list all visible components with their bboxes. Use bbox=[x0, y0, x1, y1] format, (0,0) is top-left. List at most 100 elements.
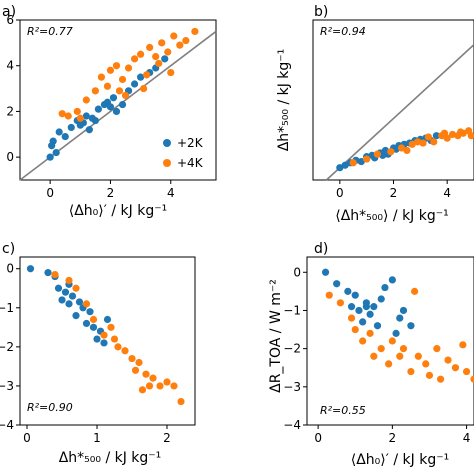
point-plus4k bbox=[76, 114, 84, 122]
point-plus2k bbox=[75, 298, 84, 306]
point-plus4k bbox=[106, 66, 115, 74]
point-plus2k bbox=[341, 161, 349, 169]
panel-b-xticks: 0 2 4 bbox=[336, 180, 451, 200]
panel-d-points bbox=[321, 268, 474, 383]
y-tick-label: 6 bbox=[6, 13, 14, 27]
point-plus2k bbox=[100, 339, 108, 347]
legend-label-plus4k: +4K bbox=[177, 156, 204, 170]
x-tick-label: 2 bbox=[389, 431, 397, 445]
x-tick-label: 2 bbox=[107, 186, 115, 200]
panel-a-xlabel: ⟨Δh₀⟩′ / kJ kg⁻¹ bbox=[69, 203, 167, 219]
x-tick-label: 1 bbox=[93, 431, 101, 445]
x-tick-label: 0 bbox=[46, 186, 54, 200]
point-plus4k bbox=[103, 82, 112, 90]
point-plus4k bbox=[121, 91, 130, 100]
point-plus4k bbox=[462, 367, 471, 376]
point-plus2k bbox=[370, 303, 378, 311]
point-plus4k bbox=[163, 378, 171, 386]
panel-a-label: a) bbox=[2, 4, 16, 20]
point-plus4k bbox=[414, 138, 422, 146]
point-plus4k bbox=[363, 155, 371, 163]
panel-b-label: b) bbox=[314, 4, 328, 20]
x-tick-label: 0 bbox=[336, 186, 344, 200]
point-plus4k bbox=[152, 52, 160, 61]
point-plus2k bbox=[347, 303, 356, 311]
point-plus4k bbox=[191, 27, 199, 36]
x-tick-label: 0 bbox=[314, 431, 322, 445]
y-tick-label: −1 bbox=[0, 301, 14, 315]
point-plus4k bbox=[444, 356, 452, 364]
point-plus4k bbox=[425, 371, 434, 379]
panel-c-points bbox=[26, 265, 185, 406]
y-tick-label: −4 bbox=[283, 418, 301, 432]
point-plus4k bbox=[370, 352, 378, 360]
point-plus4k bbox=[58, 110, 66, 118]
point-plus2k bbox=[321, 268, 330, 276]
point-plus4k bbox=[115, 87, 124, 95]
point-plus4k bbox=[167, 68, 175, 77]
point-plus4k bbox=[121, 347, 129, 355]
point-plus2k bbox=[106, 103, 115, 111]
panel-d-xticks: 0 2 4 bbox=[314, 425, 470, 445]
x-tick-label: 4 bbox=[443, 186, 451, 200]
panel-b-r2: R²=0.94 bbox=[320, 25, 366, 38]
point-plus4k bbox=[470, 375, 474, 383]
panel-c-xticks: 0 1 2 bbox=[23, 425, 171, 445]
panel-d-xlabel: ⟨Δh₀⟩′ / kJ kg⁻¹ bbox=[351, 452, 449, 468]
point-plus4k bbox=[387, 148, 395, 156]
x-tick-label: 4 bbox=[167, 186, 175, 200]
point-plus2k bbox=[357, 157, 365, 166]
panel-a-yticks: 0 2 4 6 bbox=[6, 13, 20, 164]
point-plus4k bbox=[100, 331, 108, 339]
point-plus4k bbox=[149, 374, 157, 382]
point-plus2k bbox=[55, 128, 63, 136]
point-plus4k bbox=[135, 358, 143, 367]
point-plus2k bbox=[82, 112, 90, 120]
x-tick-label: 2 bbox=[390, 186, 398, 200]
point-plus4k bbox=[82, 96, 90, 104]
point-plus4k bbox=[325, 291, 333, 299]
point-plus4k bbox=[359, 337, 367, 345]
point-plus4k bbox=[73, 107, 81, 116]
point-plus4k bbox=[408, 140, 416, 148]
point-plus4k bbox=[114, 343, 122, 351]
panel-c-xlabel: Δh*₅₀₀ / kJ kg⁻¹ bbox=[59, 450, 162, 466]
panel-c-frame bbox=[19, 256, 196, 426]
point-plus2k bbox=[392, 329, 400, 337]
panel-b-xlabel: ⟨Δh*₅₀₀⟩ / kJ kg⁻¹ bbox=[335, 208, 449, 224]
point-plus4k bbox=[158, 39, 166, 47]
point-plus2k bbox=[377, 295, 385, 303]
point-plus2k bbox=[130, 80, 139, 88]
point-plus2k bbox=[396, 314, 404, 322]
panel-b: b) R²=0.94 0 2 4 Δh*₅₀₀ / kJ kg⁻¹ ⟨Δh*₅₀₀⟩… bbox=[276, 4, 474, 224]
point-plus2k bbox=[68, 292, 77, 300]
point-plus4k bbox=[142, 370, 150, 378]
point-plus4k bbox=[89, 315, 98, 324]
point-plus2k bbox=[407, 322, 415, 330]
point-plus2k bbox=[388, 276, 396, 284]
point-plus4k bbox=[128, 354, 136, 363]
point-plus2k bbox=[366, 310, 374, 318]
point-plus4k bbox=[177, 397, 185, 406]
point-plus4k bbox=[396, 352, 404, 360]
point-plus4k bbox=[459, 341, 467, 349]
y-tick-label: 0 bbox=[6, 262, 14, 276]
point-plus2k bbox=[103, 315, 112, 324]
point-plus4k bbox=[97, 73, 106, 81]
point-plus2k bbox=[351, 291, 359, 299]
point-plus4k bbox=[131, 366, 140, 374]
point-plus4k bbox=[140, 84, 148, 93]
panel-b-points bbox=[336, 127, 474, 172]
point-plus4k bbox=[146, 43, 154, 52]
point-plus2k bbox=[355, 306, 363, 315]
point-plus4k bbox=[349, 159, 357, 167]
point-plus4k bbox=[156, 382, 164, 390]
point-plus4k bbox=[72, 284, 80, 292]
point-plus2k bbox=[67, 123, 75, 132]
point-plus2k bbox=[88, 114, 96, 122]
panel-a: a) R²=0.77 0 2 4 0 2 4 6 ⟨Δh₀⟩′ / kJ kg⁻¹ +2K… bbox=[2, 4, 217, 219]
point-plus4k bbox=[448, 130, 457, 139]
panel-a-legend: +2K +4K bbox=[163, 136, 204, 170]
x-tick-label: 4 bbox=[463, 431, 471, 445]
